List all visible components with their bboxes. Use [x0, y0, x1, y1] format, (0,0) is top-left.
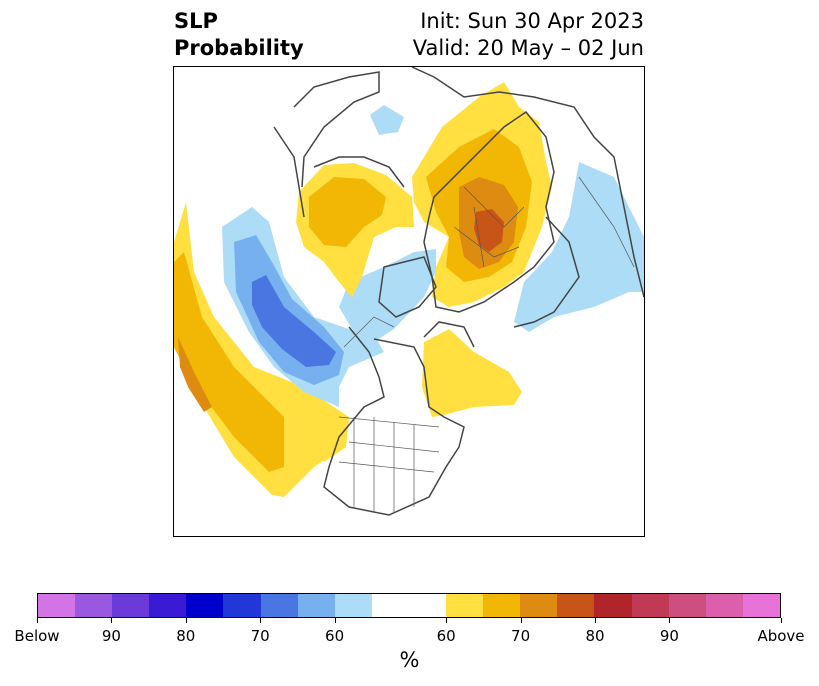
colorbar-cell — [446, 594, 484, 617]
colorbar-cell — [520, 594, 558, 617]
colorbar-cell — [75, 594, 113, 617]
colorbar-tick-label: 60 — [436, 627, 456, 645]
colorbar-cell — [668, 594, 706, 617]
title-left: SLP Probability — [174, 8, 304, 62]
colorbar-unit-label: % — [399, 648, 420, 672]
asia-below-60 — [514, 162, 644, 332]
colorbar-tick — [185, 618, 187, 623]
title-variable: SLP — [174, 9, 218, 33]
colorbar-tick-label: 70 — [511, 627, 531, 645]
colorbar-tick — [446, 618, 448, 623]
valid-range: Valid: 20 May – 02 Jun — [412, 36, 644, 60]
usa-above-60 — [316, 419, 349, 462]
colorbar-cell — [223, 594, 261, 617]
colorbar-tick — [595, 618, 596, 623]
colorbar-tick-label: 80 — [176, 627, 196, 645]
colorbar-tick — [111, 618, 113, 623]
borders — [338, 176, 635, 512]
colorbar-cell — [297, 594, 335, 617]
colorbar-cell — [112, 594, 150, 617]
colorbar-cell — [631, 594, 669, 617]
colorbar-cell — [557, 594, 595, 617]
colorbar-tick-label: Below — [14, 627, 60, 645]
pacific-below-70 — [252, 275, 336, 367]
map-panel — [173, 66, 645, 537]
atlantic-above-60 — [422, 329, 522, 417]
title-metric: Probability — [174, 36, 304, 60]
colorbar — [37, 593, 781, 618]
colorbar-tick-label: 70 — [250, 627, 270, 645]
colorbar-tick-label: Above — [757, 627, 805, 645]
greenland-below-60 — [370, 105, 404, 135]
colorbar-cell — [334, 594, 372, 617]
colorbar-tick — [781, 618, 782, 623]
northamerica-above-65 — [309, 177, 386, 247]
map-svg — [174, 67, 644, 516]
colorbar-cell — [483, 594, 521, 617]
colorbar-cell — [594, 594, 632, 617]
colorbar-ticks: Below 90 80 70 60 60 70 80 90 Above — [14, 618, 805, 645]
colorbar-cell — [742, 594, 780, 617]
pacific-above-65 — [174, 252, 284, 472]
colorbar-tick-label: 90 — [101, 627, 121, 645]
colorbar-tick — [334, 618, 336, 623]
colorbar-cell — [186, 594, 224, 617]
colorbar-tick — [260, 618, 262, 623]
pacific-above-70 — [178, 337, 212, 412]
colorbar-cell — [38, 594, 76, 617]
colorbar-cell — [260, 594, 298, 617]
title-right: Init: Sun 30 Apr 2023 Valid: 20 May – 02… — [413, 8, 644, 62]
colorbar-cell — [705, 594, 743, 617]
coastlines — [273, 67, 644, 516]
colorbar-tick-label: 80 — [585, 627, 605, 645]
colorbar-tick — [669, 618, 671, 623]
colorbar-cell — [149, 594, 187, 617]
colorbar-tick-label: 60 — [325, 627, 345, 645]
arctic-below-60 — [339, 249, 436, 342]
pacific-above-60 — [174, 202, 349, 497]
colorbar-tick — [520, 618, 522, 623]
colorbar-tick — [37, 618, 38, 623]
colorbar-cell — [371, 594, 447, 617]
init-date: Init: Sun 30 Apr 2023 — [420, 9, 644, 33]
colorbar-tick-label: 90 — [659, 627, 679, 645]
